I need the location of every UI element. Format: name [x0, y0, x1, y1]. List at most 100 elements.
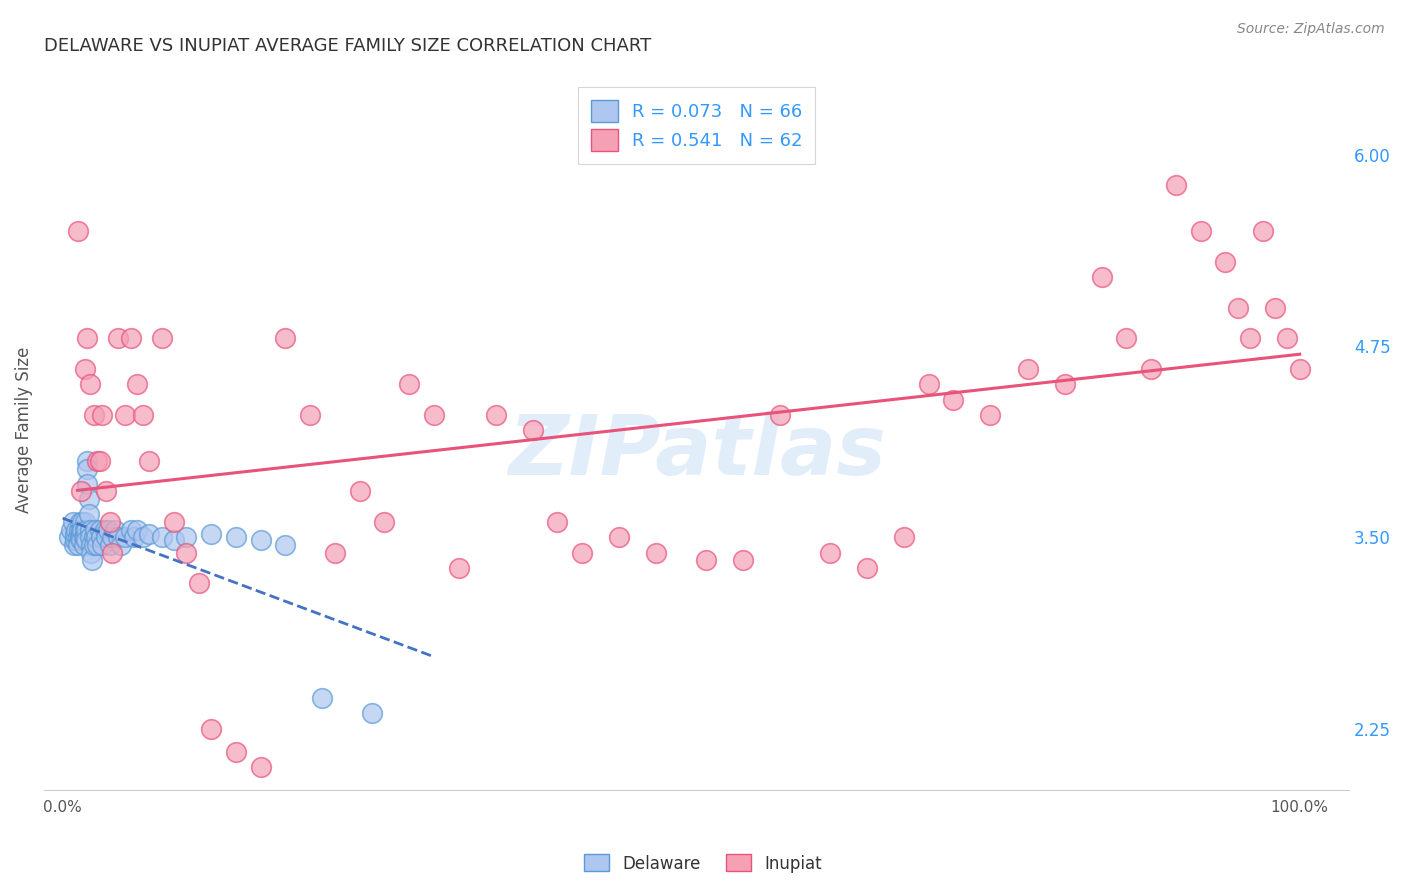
Point: [163, 515, 186, 529]
Point: [349, 484, 371, 499]
Point: [84, 530, 107, 544]
Point: [98, 538, 121, 552]
Point: [80, 546, 103, 560]
Point: [176, 546, 198, 560]
Point: [1239, 331, 1261, 345]
Point: [101, 530, 124, 544]
Point: [107, 530, 129, 544]
Point: [571, 546, 593, 560]
Point: [83, 523, 105, 537]
Point: [66, 538, 89, 552]
Point: [70, 484, 93, 499]
Point: [855, 561, 877, 575]
Point: [200, 527, 222, 541]
Point: [124, 530, 146, 544]
Point: [1288, 362, 1310, 376]
Point: [299, 408, 322, 422]
Text: Source: ZipAtlas.com: Source: ZipAtlas.com: [1237, 22, 1385, 37]
Point: [1251, 224, 1274, 238]
Text: DELAWARE VS INUPIAT AVERAGE FAMILY SIZE CORRELATION CHART: DELAWARE VS INUPIAT AVERAGE FAMILY SIZE …: [44, 37, 651, 55]
Point: [66, 224, 89, 238]
Point: [79, 377, 101, 392]
Point: [73, 530, 96, 544]
Point: [176, 530, 198, 544]
Y-axis label: Average Family Size: Average Family Size: [15, 347, 32, 514]
Point: [274, 331, 297, 345]
Point: [73, 538, 96, 552]
Point: [76, 476, 98, 491]
Point: [125, 377, 148, 392]
Point: [76, 331, 98, 345]
Point: [79, 530, 101, 544]
Point: [132, 408, 155, 422]
Point: [150, 530, 173, 544]
Point: [83, 538, 105, 552]
Point: [423, 408, 446, 422]
Point: [89, 523, 111, 537]
Point: [979, 408, 1001, 422]
Point: [1053, 377, 1076, 392]
Point: [546, 515, 568, 529]
Point: [62, 538, 84, 552]
Point: [323, 546, 346, 560]
Point: [97, 523, 120, 537]
Point: [1264, 301, 1286, 315]
Text: ZIPatlas: ZIPatlas: [508, 411, 886, 492]
Point: [91, 538, 114, 552]
Point: [82, 553, 104, 567]
Point: [60, 523, 83, 537]
Point: [607, 530, 630, 544]
Point: [66, 530, 89, 544]
Point: [73, 530, 96, 544]
Point: [1189, 224, 1212, 238]
Point: [120, 523, 142, 537]
Point: [138, 454, 160, 468]
Point: [1215, 255, 1237, 269]
Point: [58, 530, 80, 544]
Point: [75, 533, 97, 548]
Point: [1091, 270, 1114, 285]
Point: [731, 553, 754, 567]
Point: [132, 530, 155, 544]
Point: [110, 538, 132, 552]
Point: [90, 530, 112, 544]
Point: [1277, 331, 1299, 345]
Point: [72, 515, 94, 529]
Point: [101, 546, 124, 560]
Point: [73, 515, 96, 529]
Point: [249, 760, 271, 774]
Point: [120, 331, 142, 345]
Point: [769, 408, 792, 422]
Point: [86, 538, 108, 552]
Point: [65, 523, 87, 537]
Point: [917, 377, 939, 392]
Point: [942, 392, 965, 407]
Point: [249, 533, 271, 548]
Point: [187, 576, 209, 591]
Point: [1115, 331, 1137, 345]
Point: [73, 362, 96, 376]
Point: [522, 423, 544, 437]
Point: [77, 492, 100, 507]
Point: [447, 561, 470, 575]
Point: [70, 523, 93, 537]
Point: [361, 706, 384, 721]
Point: [62, 515, 84, 529]
Point: [77, 508, 100, 522]
Point: [63, 530, 86, 544]
Point: [163, 533, 186, 548]
Point: [114, 530, 136, 544]
Point: [311, 691, 333, 706]
Point: [76, 461, 98, 475]
Point: [107, 331, 129, 345]
Point: [93, 523, 115, 537]
Point: [80, 538, 103, 552]
Point: [138, 527, 160, 541]
Point: [86, 454, 108, 468]
Point: [645, 546, 668, 560]
Point: [79, 523, 101, 537]
Point: [373, 515, 395, 529]
Point: [104, 523, 127, 537]
Point: [484, 408, 506, 422]
Point: [70, 527, 93, 541]
